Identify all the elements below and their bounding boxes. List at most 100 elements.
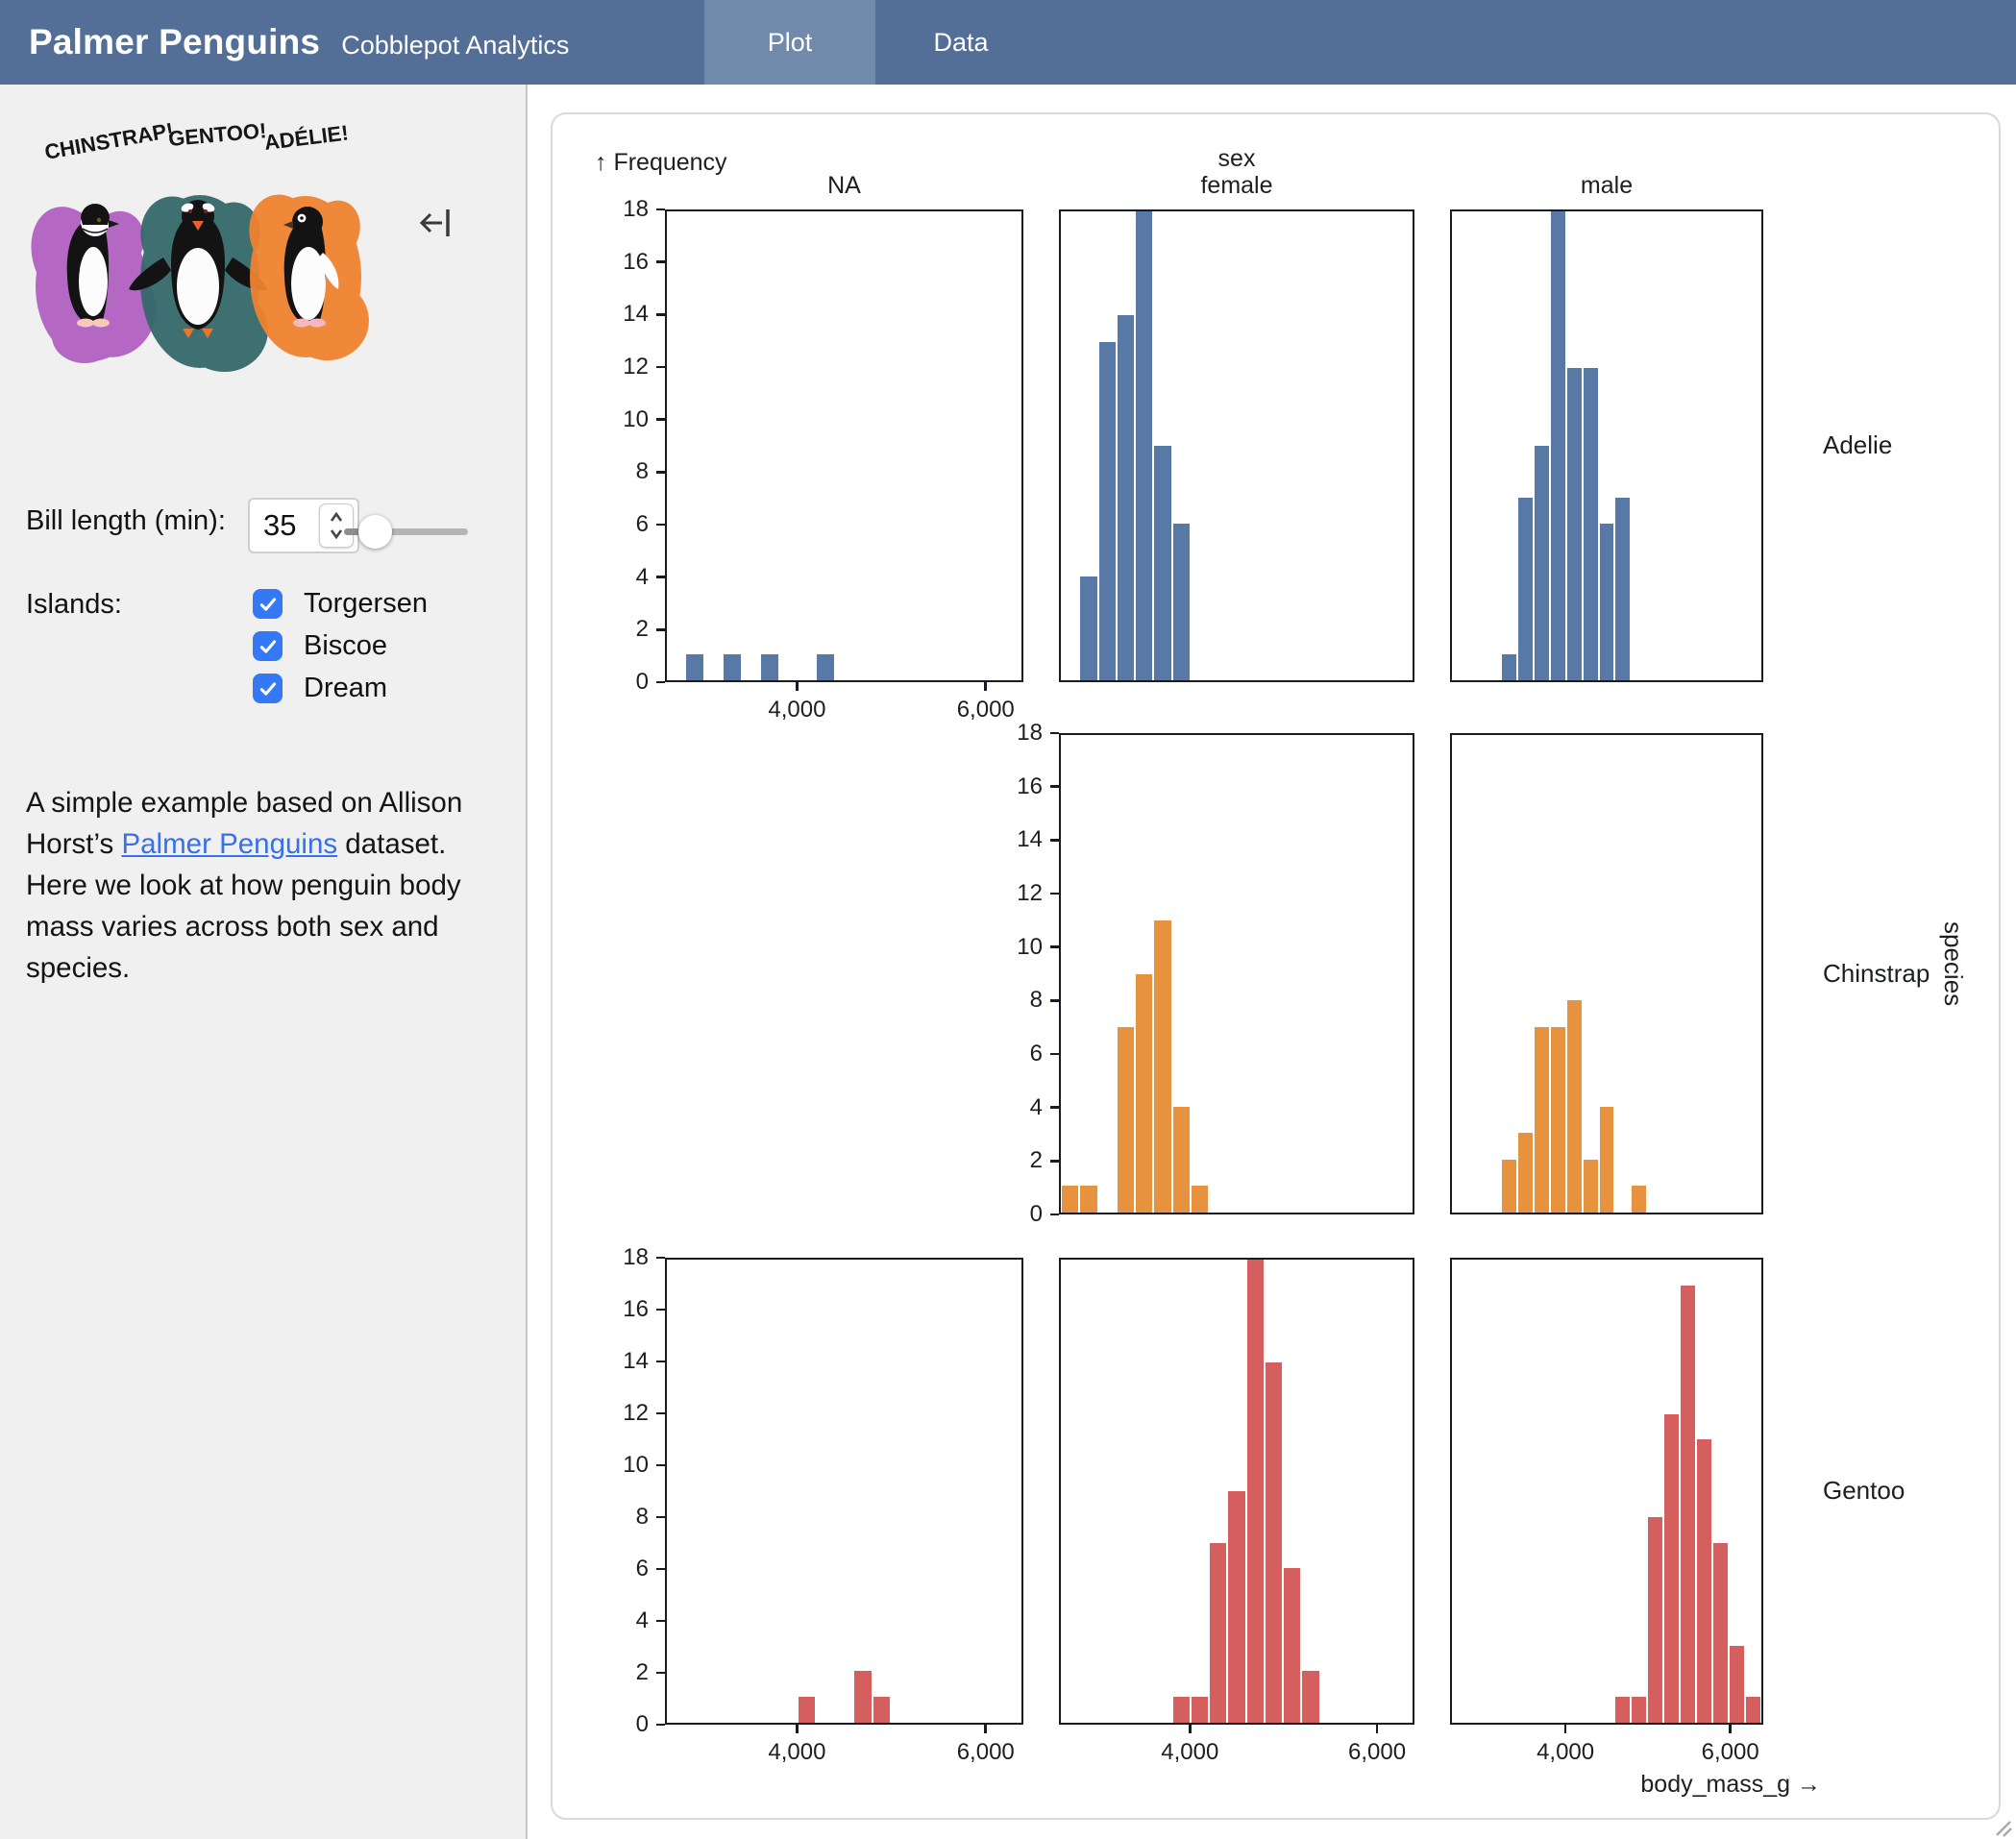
y-tick-label: 14 — [623, 301, 649, 328]
checkbox-torgersen[interactable] — [253, 589, 283, 619]
histogram-bar — [798, 1697, 816, 1723]
facet-row-label-adelie: Adelie — [1823, 430, 1893, 459]
artwork-label-adelie: ADÉLIE! — [263, 123, 350, 155]
description-text-after: dataset. Here we look at how penguin bod… — [26, 828, 461, 984]
histogram-bar — [724, 653, 741, 680]
histogram-bar — [1080, 1186, 1097, 1213]
histogram-bar — [1534, 1026, 1549, 1213]
checkmark-icon — [259, 597, 276, 611]
y-tick — [656, 471, 665, 474]
bill-length-input[interactable] — [250, 507, 319, 544]
x-tick — [984, 1725, 987, 1733]
artwork-label-chinstrap: CHINSTRAP! — [43, 123, 176, 164]
x-tick — [1563, 1725, 1567, 1733]
y-tick — [656, 418, 665, 421]
y-tick-label: 12 — [623, 354, 649, 380]
y-tick-label: 4 — [635, 1607, 649, 1633]
tab-data[interactable]: Data — [933, 27, 989, 57]
x-tick-label: 6,000 — [1348, 1739, 1407, 1765]
y-tick-label: 14 — [623, 1348, 649, 1374]
checkmark-icon — [259, 681, 276, 696]
y-tick — [1050, 892, 1059, 895]
y-tick-label: 14 — [1017, 826, 1043, 853]
histogram-bar — [1599, 1106, 1614, 1213]
tab-plot[interactable]: Plot — [704, 0, 875, 85]
histogram-bar — [817, 653, 834, 680]
island-option-torgersen: Torgersen — [253, 588, 428, 620]
facet-panel-gentoo-male — [1450, 1258, 1763, 1725]
facet-panel-adelie-male — [1450, 209, 1763, 682]
bill-length-stepper[interactable] — [319, 503, 354, 548]
x-tick — [796, 1725, 799, 1733]
facet-panel-gentoo-na — [665, 1258, 1023, 1725]
y-axis-title: ↑ Frequency — [595, 149, 727, 176]
island-option-dream: Dream — [253, 673, 387, 704]
palmer-penguins-link[interactable]: Palmer Penguins — [121, 828, 338, 860]
facet-col-header: sex — [1217, 145, 1256, 172]
x-tick-label: 4,000 — [768, 1739, 826, 1765]
y-tick-label: 8 — [635, 458, 649, 485]
y-tick-label: 18 — [623, 1244, 649, 1270]
sidebar: CHINSTRAP! GENTOO! ADÉLIE! Bill length (… — [0, 85, 528, 1839]
checkbox-dream[interactable] — [253, 674, 283, 703]
histogram-bar — [1583, 367, 1598, 680]
resize-handle-icon[interactable] — [1989, 1816, 2012, 1837]
histogram-bar — [1566, 367, 1582, 680]
histogram-bar — [854, 1671, 872, 1723]
penguin-artwork: CHINSTRAP! GENTOO! ADÉLIE! — [31, 123, 369, 373]
checkbox-label-torgersen[interactable]: Torgersen — [304, 588, 428, 619]
histogram-bar — [1517, 498, 1533, 680]
facet-panel-adelie-na — [665, 209, 1023, 682]
y-tick — [656, 365, 665, 369]
histogram-bar — [1191, 1186, 1209, 1213]
histogram-bar — [1210, 1542, 1227, 1723]
histogram-bar — [1681, 1285, 1696, 1723]
histogram-bar — [1172, 1697, 1190, 1723]
y-tick-label: 16 — [623, 1296, 649, 1322]
checkbox-label-dream[interactable]: Dream — [304, 673, 388, 703]
histogram-bar — [1117, 315, 1135, 680]
histogram-bar — [1117, 1026, 1135, 1213]
y-tick-label: 18 — [1017, 720, 1043, 746]
y-tick — [656, 1360, 665, 1363]
y-tick — [656, 313, 665, 316]
plot-card: 0 2 4 6 8 10 12 14 16 18 0 2 4 6 8 10 12 14 16 18 0 2 4 6 8 10 12 1… — [551, 112, 2001, 1820]
y-tick — [656, 1256, 665, 1260]
y-tick — [656, 523, 665, 527]
bill-length-input-group — [248, 498, 359, 553]
y-tick — [1050, 1106, 1059, 1109]
x-axis-title: body_mass_g → — [1640, 1771, 1821, 1798]
histogram-bar — [761, 653, 778, 680]
y-tick-label: 4 — [635, 563, 649, 590]
collapse-sidebar-icon[interactable] — [419, 204, 452, 242]
plot-figure: 0 2 4 6 8 10 12 14 16 18 0 2 4 6 8 10 12 14 16 18 0 2 4 6 8 10 12 1… — [553, 114, 1999, 1818]
x-tick-label: 4,000 — [1161, 1739, 1219, 1765]
histogram-bar — [686, 653, 703, 680]
x-tick — [796, 682, 799, 691]
y-tick-label: 16 — [1017, 772, 1043, 799]
histogram-bar — [1191, 1697, 1209, 1723]
checkbox-biscoe[interactable] — [253, 631, 283, 661]
histogram-bar — [1648, 1516, 1663, 1723]
y-tick-label: 10 — [1017, 933, 1043, 960]
y-tick — [1050, 1213, 1059, 1216]
stepper-arrows-icon — [330, 511, 343, 540]
y-tick-label: 8 — [635, 1504, 649, 1530]
bill-length-slider-track[interactable] — [344, 528, 468, 535]
islands-label: Islands: — [26, 589, 122, 620]
app-subtitle: Cobblepot Analytics — [341, 30, 570, 60]
histogram-bar — [1098, 341, 1116, 680]
y-tick — [656, 1515, 665, 1519]
bill-length-slider-thumb[interactable] — [358, 515, 392, 549]
y-tick-label: 2 — [635, 1659, 649, 1685]
nav-tabs: Plot Data — [704, 0, 1046, 85]
y-tick — [1050, 1052, 1059, 1056]
histogram-bar — [1154, 920, 1171, 1213]
checkbox-label-biscoe[interactable]: Biscoe — [304, 630, 388, 661]
x-tick — [1729, 1725, 1732, 1733]
y-tick — [1050, 785, 1059, 788]
histogram-bar — [1615, 498, 1631, 680]
histogram-bar — [1599, 524, 1614, 680]
histogram-bar — [1517, 1133, 1533, 1213]
